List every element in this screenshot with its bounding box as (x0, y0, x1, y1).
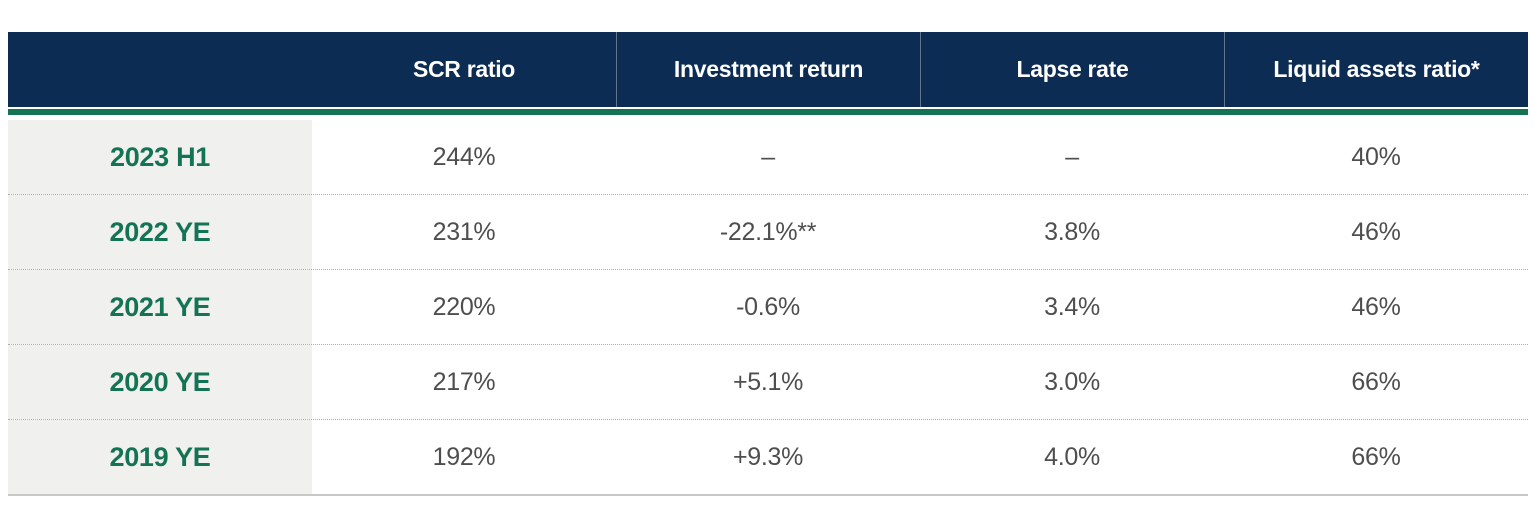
cell-scr-ratio: 231% (432, 217, 496, 246)
cell-lapse-rate: 3.8% (1044, 217, 1100, 246)
cell-liquid-assets-ratio: 66% (1351, 367, 1401, 396)
cell-liquid-assets-ratio: 40% (1351, 142, 1401, 171)
row-label: 2019 YE (8, 420, 312, 494)
row-label: 2022 YE (8, 195, 312, 269)
table-body: 2023 H1 244% – – 40% 2022 YE 231% -22.1%… (8, 120, 1528, 496)
header-accent-bar (8, 109, 1528, 115)
cell-scr-ratio: 217% (432, 367, 496, 396)
table-row-2019-ye: 2019 YE 192% +9.3% 4.0% 66% (8, 420, 1528, 496)
cell-lapse-rate: 3.4% (1044, 292, 1100, 321)
row-label: 2023 H1 (8, 120, 312, 194)
cell-lapse-rate: – (1065, 142, 1079, 171)
table-header-row: SCR ratio Investment return Lapse rate L… (8, 32, 1528, 107)
table-row-2020-ye: 2020 YE 217% +5.1% 3.0% 66% (8, 345, 1528, 420)
cell-scr-ratio: 220% (432, 292, 496, 321)
cell-lapse-rate: 3.0% (1044, 367, 1100, 396)
cell-investment-return: +5.1% (732, 367, 804, 396)
cell-investment-return: – (761, 142, 775, 171)
cell-investment-return: -22.1%** (719, 217, 817, 246)
cell-scr-ratio: 244% (432, 142, 496, 171)
cell-lapse-rate: 4.0% (1044, 442, 1100, 471)
header-cell-scr-ratio: SCR ratio (412, 56, 516, 82)
cell-liquid-assets-ratio: 46% (1351, 292, 1401, 321)
header-cell-lapse-rate: Lapse rate (920, 32, 1224, 107)
cell-investment-return: +9.3% (732, 442, 804, 471)
table-row-2022-ye: 2022 YE 231% -22.1%** 3.8% 46% (8, 195, 1528, 270)
row-label: 2020 YE (8, 345, 312, 419)
cell-liquid-assets-ratio: 66% (1351, 442, 1401, 471)
solvency-metrics-table: SCR ratio Investment return Lapse rate L… (8, 32, 1528, 496)
table-row-2021-ye: 2021 YE 220% -0.6% 3.4% 46% (8, 270, 1528, 345)
header-cell-liquid-assets-ratio: Liquid assets ratio* (1224, 32, 1528, 107)
cell-liquid-assets-ratio: 46% (1351, 217, 1401, 246)
row-label: 2021 YE (8, 270, 312, 344)
header-cell-period (8, 32, 312, 107)
table-row-2023-h1: 2023 H1 244% – – 40% (8, 120, 1528, 195)
cell-scr-ratio: 192% (432, 442, 496, 471)
cell-investment-return: -0.6% (736, 292, 800, 321)
header-cell-investment-return: Investment return (616, 32, 920, 107)
